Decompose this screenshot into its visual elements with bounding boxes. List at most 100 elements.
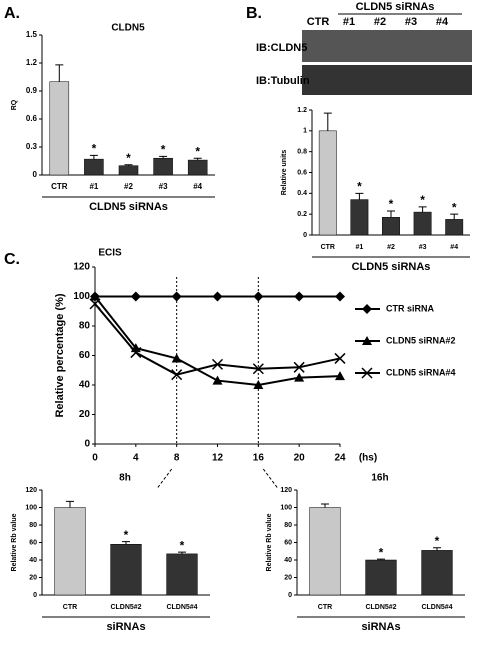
y-tick-label: 120: [25, 487, 37, 494]
significance: *: [389, 197, 394, 211]
panel-label: A.: [4, 5, 20, 22]
x-tick-label: 4: [133, 453, 139, 464]
significance: *: [124, 528, 129, 542]
marker: [294, 372, 305, 382]
x-tick-label: #1: [356, 244, 364, 251]
error-bar: [178, 551, 186, 554]
chart-title: 16h: [371, 473, 388, 484]
error-bar: [159, 155, 168, 159]
significance: *: [420, 193, 425, 207]
y-tick-label: 20: [79, 409, 91, 420]
y-tick-label: 20: [29, 574, 37, 581]
x-tick-label: CLDN5#2: [365, 604, 396, 611]
y-axis-label: Relative Rb value: [266, 513, 273, 571]
blot-lane: #1: [343, 16, 355, 28]
bar: [421, 550, 453, 596]
marker: [130, 291, 141, 302]
y-tick-label: 0.9: [26, 86, 38, 95]
x-tick-label: #4: [450, 244, 458, 251]
y-tick-label: 40: [29, 557, 37, 564]
y-tick-label: 0.8: [297, 149, 307, 156]
x-tick-label: CLDN5#2: [110, 604, 141, 611]
blot-band: [302, 65, 472, 95]
bar: [382, 217, 400, 236]
error-bar: [433, 547, 441, 551]
error-bar: [323, 112, 332, 131]
error-bar: [450, 213, 459, 220]
x-tick-label: #3: [159, 182, 168, 191]
y-tick-label: 100: [25, 504, 37, 511]
x-tick-label: CLDN5#4: [166, 604, 197, 611]
blot-lane: #3: [405, 16, 417, 28]
x-axis-label: CLDN5 siRNAs: [89, 201, 168, 213]
x-tick-label: 12: [212, 453, 224, 464]
marker: [212, 375, 223, 385]
error-bar: [377, 558, 385, 560]
y-tick-label: 0.2: [297, 211, 307, 218]
error-bar: [418, 206, 427, 213]
x-tick-label: 20: [294, 453, 306, 464]
blot-label: IB:Tubulin: [256, 75, 310, 87]
y-tick-label: 1.2: [297, 107, 307, 114]
error-bar: [66, 500, 74, 508]
blot-lane: CTR: [307, 16, 330, 28]
y-tick-label: 80: [29, 522, 37, 529]
blot-lane: #2: [374, 16, 386, 28]
error-bar: [89, 154, 98, 160]
x-tick-label: #4: [193, 182, 202, 191]
significance: *: [180, 538, 185, 552]
bar: [309, 507, 341, 596]
marker: [334, 352, 346, 364]
y-tick-label: 40: [79, 380, 91, 391]
blot-lane: #4: [436, 16, 449, 28]
marker: [335, 371, 345, 381]
y-tick-label: 0.4: [297, 190, 307, 197]
marker: [130, 347, 142, 359]
legend-label: CLDN5 siRNA#4: [386, 367, 456, 377]
y-tick-label: 100: [280, 504, 292, 511]
legend-marker: [361, 367, 373, 379]
bar: [118, 165, 139, 176]
bar: [445, 219, 464, 236]
y-tick-label: 100: [73, 291, 90, 302]
legend-label: CLDN5 siRNA#2: [386, 335, 456, 345]
y-tick-label: 80: [284, 522, 292, 529]
bar: [318, 130, 337, 236]
significance: *: [161, 143, 166, 157]
marker: [335, 291, 345, 302]
marker: [293, 361, 305, 373]
x-tick-label: CTR: [318, 604, 332, 611]
blot-label: IB:CLDN5: [256, 42, 307, 54]
error-bar: [387, 210, 395, 218]
bar: [54, 507, 86, 596]
panel-label: C.: [4, 251, 20, 268]
x-tick-label: CTR: [51, 182, 68, 191]
bar: [365, 559, 397, 596]
chart-title: ECIS: [98, 248, 122, 259]
bar: [49, 81, 70, 176]
x-tick-label: 8: [174, 453, 180, 464]
y-tick-label: 80: [79, 321, 91, 332]
significance: *: [357, 180, 362, 194]
marker: [294, 291, 305, 302]
x-unit: (hs): [359, 453, 377, 464]
y-tick-label: 0: [288, 592, 292, 599]
panel-label: B.: [246, 5, 262, 22]
y-tick-label: 120: [73, 262, 90, 273]
significance: *: [195, 144, 200, 158]
y-tick-label: 0: [33, 592, 37, 599]
y-axis-label: RQ: [11, 99, 18, 110]
error-bar: [122, 541, 130, 545]
error-bar: [321, 503, 329, 508]
x-tick-label: CTR: [63, 604, 77, 611]
y-axis-label: Relative Rb value: [11, 513, 18, 571]
y-tick-label: 120: [280, 487, 292, 494]
significance: *: [379, 545, 384, 559]
y-tick-label: 0: [303, 232, 307, 239]
y-tick-label: 0.6: [297, 169, 307, 176]
marker: [253, 380, 264, 389]
y-tick-label: 0.3: [26, 142, 38, 151]
marker: [212, 291, 223, 302]
marker: [89, 298, 101, 310]
